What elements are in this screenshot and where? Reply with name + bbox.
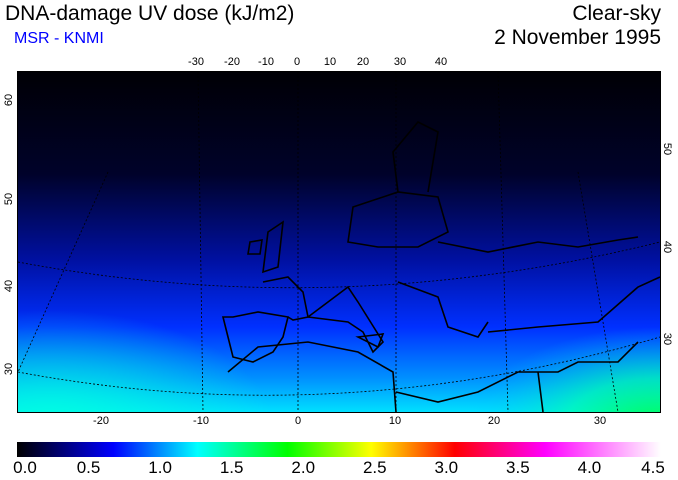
top-lon-label: -10	[258, 56, 274, 68]
colorbar-label: 1.5	[219, 458, 244, 477]
colorbar-label: 2.0	[291, 458, 316, 477]
colorbar-label: 3.5	[506, 458, 530, 477]
top-lon-label: 20	[356, 56, 370, 68]
bottom-lon-label: 30	[593, 415, 607, 427]
right-lat-label: 50	[661, 142, 674, 156]
left-lat-label: 40	[3, 279, 16, 293]
graticule	[17, 71, 661, 413]
bottom-lon-label: -10	[193, 415, 209, 427]
top-lon-label: -20	[224, 56, 240, 68]
top-lon-label: 0	[293, 56, 301, 68]
colorbar-label: 0.5	[76, 458, 101, 477]
date-label: 2 November 1995	[494, 26, 661, 49]
bottom-lon-label: 10	[388, 415, 402, 427]
sky-condition: Clear-sky	[572, 2, 661, 25]
bottom-lon-label: -20	[93, 415, 109, 427]
top-lon-label: 10	[323, 56, 337, 68]
top-lon-label: -30	[188, 56, 204, 68]
top-lon-label: 30	[393, 56, 407, 68]
colorbar-label: 4.0	[577, 458, 602, 477]
top-lon-label: 40	[434, 56, 448, 68]
bottom-lon-label: 20	[487, 415, 501, 427]
colorbar	[17, 442, 661, 457]
left-lat-label: 50	[3, 192, 16, 206]
left-lat-label: 30	[3, 362, 16, 376]
map-canvas	[17, 71, 661, 413]
right-lat-label: 40	[661, 240, 674, 254]
colorbar-label: 0.0	[13, 458, 37, 477]
colorbar-label: 2.5	[362, 458, 387, 477]
colorbar-label: 1.0	[148, 458, 172, 477]
left-lat-label: 60	[3, 93, 16, 107]
right-lat-label: 30	[661, 332, 674, 346]
colorbar-label: 3.0	[434, 458, 459, 477]
colorbar-label: 4.5	[641, 458, 665, 477]
uv-dose-map	[17, 71, 661, 413]
coastlines	[221, 121, 661, 413]
map-title: DNA-damage UV dose (kJ/m2)	[5, 2, 295, 25]
source-label: MSR - KNMI	[14, 30, 104, 47]
bottom-lon-label: 0	[294, 415, 302, 427]
